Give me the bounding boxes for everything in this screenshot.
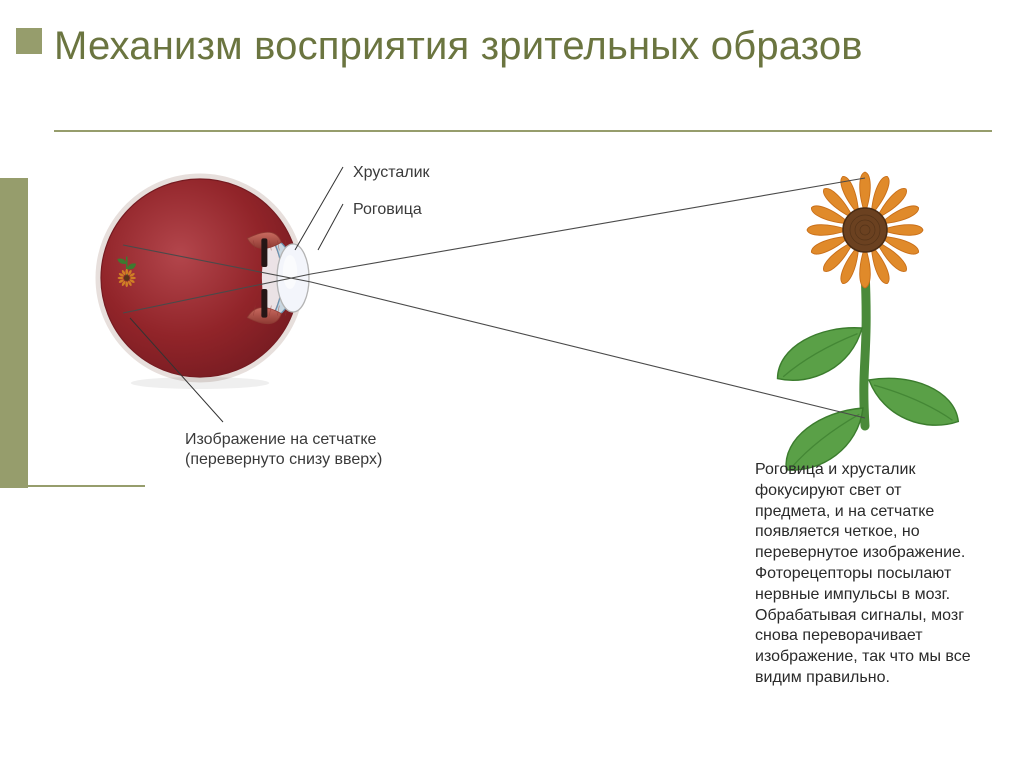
label-retina-image: Изображение на сетчатке (перевернуто сни… (185, 430, 382, 470)
title-underline (54, 130, 992, 132)
slide-title: Механизм восприятия зрительных образов (54, 22, 954, 70)
side-strip (0, 178, 28, 488)
slide: Механизм восприятия зрительных образов Х… (0, 0, 1024, 767)
label-cornea: Роговица (353, 200, 422, 220)
caption-text: Роговица и хрусталик фокусируют свет от … (755, 460, 975, 689)
accent-square (16, 28, 42, 54)
label-lens: Хрусталик (353, 163, 430, 183)
eye-diagram: Хрусталик Роговица Изображение на сетчат… (55, 150, 985, 730)
